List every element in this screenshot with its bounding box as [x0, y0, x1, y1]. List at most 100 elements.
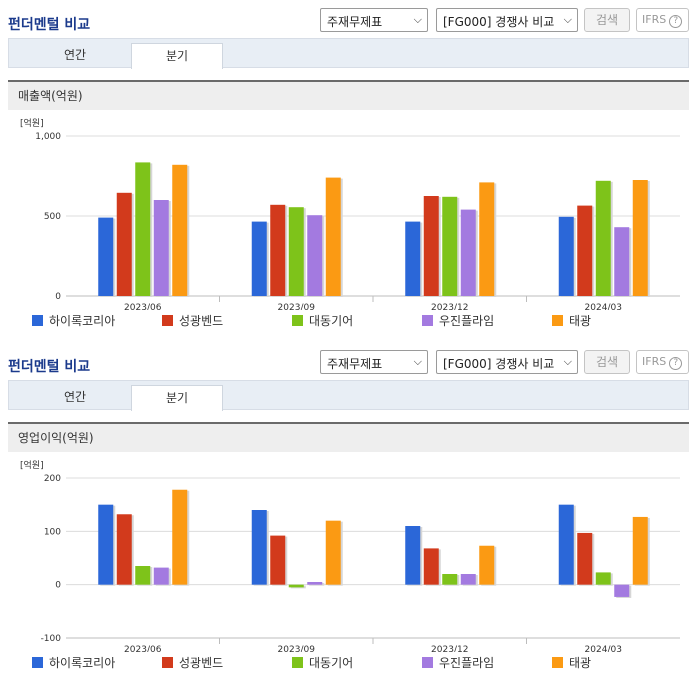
- section-title: 매출액(억원): [8, 80, 689, 110]
- y-tick-label: 100: [44, 527, 61, 537]
- legend-item[interactable]: 우진플라임: [422, 654, 494, 671]
- x-tick-label: 2023/09: [278, 303, 316, 310]
- panel-title: 펀더멘털 비교: [8, 359, 91, 375]
- bar: [288, 207, 304, 296]
- bar: [307, 215, 323, 296]
- legend-label: 대동기어: [309, 656, 354, 670]
- section-title: 영업이익(억원): [8, 422, 689, 452]
- bar: [632, 180, 648, 296]
- legend-swatch: [552, 315, 563, 326]
- legend-label: 우진플라임: [439, 656, 495, 670]
- peer-group-value: [FG000] 경쟁사 비교: [443, 15, 555, 29]
- period-tabs: 연간 분기: [8, 380, 689, 411]
- chevron-down-icon: ⌵: [563, 355, 572, 368]
- x-tick-label: 2024/03: [585, 303, 622, 310]
- bar: [288, 584, 304, 588]
- legend-label: 대동기어: [309, 314, 354, 328]
- tab-quarterly[interactable]: 분기: [131, 385, 223, 411]
- bar: [614, 584, 630, 597]
- legend-label: 하이록코리아: [49, 314, 116, 328]
- x-tick-label: 2023/09: [278, 645, 316, 652]
- statement-type-value: 주재무제표: [327, 15, 383, 29]
- panel-title: 펀더멘털 비교: [8, 17, 91, 33]
- legend-swatch: [422, 315, 433, 326]
- legend-swatch: [422, 657, 433, 668]
- y-tick-label: 1,000: [35, 132, 61, 142]
- tab-annual[interactable]: 연간: [63, 390, 87, 404]
- bar: [172, 164, 188, 296]
- help-icon[interactable]: ?: [669, 15, 683, 28]
- legend-item[interactable]: 태광: [552, 312, 591, 329]
- search-button[interactable]: 검색: [584, 350, 630, 374]
- chevron-down-icon: ⌵: [413, 355, 422, 368]
- legend-item[interactable]: 하이록코리아: [32, 654, 115, 671]
- chevron-down-icon: ⌵: [413, 13, 422, 26]
- y-unit-label: [억원]: [20, 459, 44, 471]
- statement-type-select[interactable]: 주재무제표 ⌵: [320, 8, 428, 32]
- legend-swatch: [32, 657, 43, 668]
- bar: [614, 227, 630, 296]
- bar: [135, 566, 151, 585]
- bar: [153, 567, 169, 585]
- tab-quarterly[interactable]: 분기: [131, 43, 223, 69]
- legend-label: 우진플라임: [439, 314, 495, 328]
- legend-item[interactable]: 대동기어: [292, 312, 353, 329]
- legend-item[interactable]: 태광: [552, 654, 591, 671]
- help-icon[interactable]: ?: [669, 357, 683, 370]
- peer-group-select[interactable]: [FG000] 경쟁사 비교 ⌵: [436, 8, 578, 32]
- legend-item[interactable]: 성광벤드: [162, 312, 223, 329]
- bar: [595, 572, 611, 585]
- peer-group-select[interactable]: [FG000] 경쟁사 비교 ⌵: [436, 350, 578, 374]
- peer-group-value: [FG000] 경쟁사 비교: [443, 357, 555, 371]
- legend-swatch: [32, 315, 43, 326]
- legend-item[interactable]: 하이록코리아: [32, 312, 115, 329]
- bar: [270, 535, 286, 585]
- statement-type-value: 주재무제표: [327, 357, 383, 371]
- bar: [325, 520, 341, 585]
- bar: [325, 177, 341, 296]
- bar: [405, 221, 421, 296]
- ifrs-label: IFRS: [642, 355, 667, 368]
- legend-swatch: [292, 315, 303, 326]
- statement-type-select[interactable]: 주재무제표 ⌵: [320, 350, 428, 374]
- y-unit-label: [억원]: [20, 117, 44, 129]
- legend-item[interactable]: 대동기어: [292, 654, 353, 671]
- ifrs-button[interactable]: IFRS?: [636, 8, 689, 32]
- legend-label: 성광벤드: [179, 314, 224, 328]
- ifrs-button[interactable]: IFRS?: [636, 350, 689, 374]
- bar: [423, 548, 439, 585]
- y-tick-label: 500: [44, 212, 61, 222]
- bar: [153, 200, 169, 296]
- legend-swatch: [552, 657, 563, 668]
- y-tick-label: 200: [44, 474, 61, 484]
- bar: [460, 574, 476, 585]
- bar: [479, 545, 495, 585]
- bar: [423, 196, 439, 296]
- bar: [135, 162, 151, 296]
- legend-item[interactable]: 우진플라임: [422, 312, 494, 329]
- bar: [577, 205, 593, 296]
- tab-annual[interactable]: 연간: [63, 48, 87, 62]
- bar: [405, 526, 421, 585]
- ifrs-label: IFRS: [642, 13, 667, 26]
- bar: [460, 209, 476, 296]
- bar: [479, 182, 495, 296]
- bar: [307, 582, 323, 585]
- bar: [172, 489, 188, 585]
- legend-item[interactable]: 성광벤드: [162, 654, 223, 671]
- legend-label: 하이록코리아: [49, 656, 116, 670]
- bar: [98, 217, 114, 296]
- chart-legend: 하이록코리아 성광벤드 대동기어 우진플라임 태광: [32, 654, 692, 672]
- bar: [577, 532, 593, 585]
- bar: [116, 192, 132, 296]
- fundamental-panel-operating-profit: 펀더멘털 비교 주재무제표 ⌵ [FG000] 경쟁사 비교 ⌵ 검색 IFRS? …: [0, 342, 696, 684]
- legend-label: 태광: [569, 314, 592, 328]
- bar: [116, 514, 132, 585]
- legend-label: 태광: [569, 656, 592, 670]
- search-button[interactable]: 검색: [584, 8, 630, 32]
- bar: [558, 504, 574, 585]
- bar: [558, 216, 574, 296]
- y-tick-label: 0: [55, 581, 61, 591]
- operating-profit-bar-chart: [억원] -100 0 100 200 2023/06 2023/09 2023/12 2024…: [20, 459, 680, 652]
- chevron-down-icon: ⌵: [563, 13, 572, 26]
